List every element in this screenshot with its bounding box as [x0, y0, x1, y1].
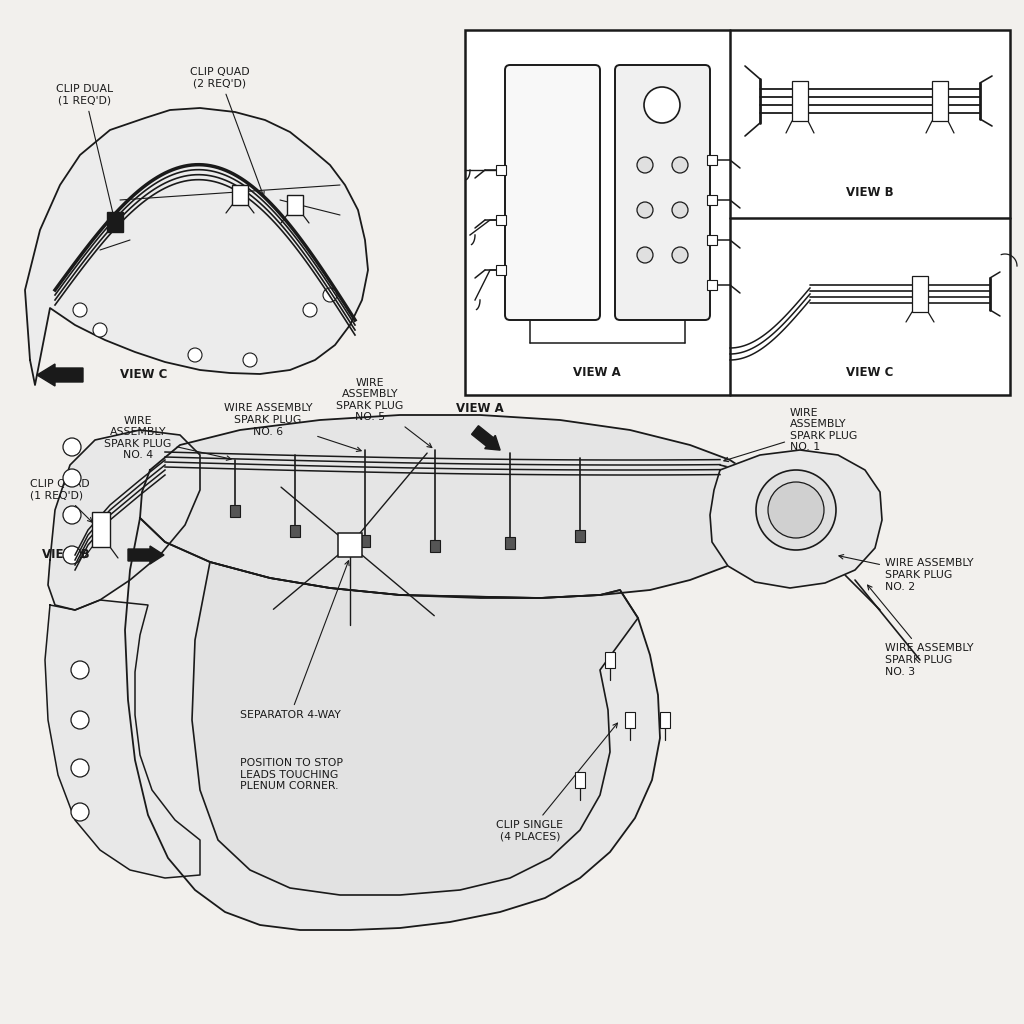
Bar [232, 185, 248, 205]
Text: VIEW A: VIEW A [456, 402, 504, 415]
Bar [290, 525, 300, 537]
Circle shape [63, 469, 81, 487]
Circle shape [672, 157, 688, 173]
Polygon shape [25, 108, 368, 385]
Text: VIEW B: VIEW B [846, 186, 894, 200]
Circle shape [71, 711, 89, 729]
Bar [287, 195, 303, 215]
Text: CLIP QUAD
(2 REQ'D): CLIP QUAD (2 REQ'D) [190, 68, 264, 197]
Circle shape [188, 348, 202, 362]
Circle shape [672, 202, 688, 218]
Bar [625, 712, 635, 728]
FancyBboxPatch shape [505, 65, 600, 319]
FancyArrow shape [472, 426, 500, 451]
Circle shape [323, 288, 337, 302]
Circle shape [637, 157, 653, 173]
Text: CLIP SINGLE
(4 PLACES): CLIP SINGLE (4 PLACES) [497, 723, 617, 842]
Polygon shape [193, 562, 638, 895]
Bar [707, 280, 717, 290]
Bar [496, 165, 506, 175]
Text: WIRE ASSEMBLY
SPARK PLUG
NO. 2: WIRE ASSEMBLY SPARK PLUG NO. 2 [839, 555, 974, 592]
Text: CLIP DUAL
(1 REQ'D): CLIP DUAL (1 REQ'D) [56, 84, 116, 218]
Circle shape [644, 87, 680, 123]
Circle shape [71, 759, 89, 777]
Circle shape [71, 662, 89, 679]
Bar [912, 276, 928, 312]
Circle shape [93, 323, 106, 337]
Polygon shape [710, 450, 882, 588]
Circle shape [756, 470, 836, 550]
Bar [505, 537, 515, 549]
Text: WIRE
ASSEMBLY
SPARK PLUG
NO. 5: WIRE ASSEMBLY SPARK PLUG NO. 5 [336, 378, 432, 447]
Circle shape [63, 546, 81, 564]
Circle shape [303, 303, 317, 317]
Bar [932, 81, 948, 121]
Text: WIRE
ASSEMBLY
SPARK PLUG
NO. 4: WIRE ASSEMBLY SPARK PLUG NO. 4 [104, 416, 231, 461]
Circle shape [63, 506, 81, 524]
FancyArrow shape [128, 546, 164, 564]
Bar [707, 155, 717, 165]
Circle shape [71, 803, 89, 821]
Text: VIEW C: VIEW C [846, 367, 894, 380]
Bar [92, 512, 110, 547]
Text: POSITION TO STOP
LEADS TOUCHING
PLENUM CORNER.: POSITION TO STOP LEADS TOUCHING PLENUM C… [240, 758, 343, 792]
Bar [605, 652, 615, 668]
Bar [496, 215, 506, 225]
Text: WIRE ASSEMBLY
SPARK PLUG
NO. 3: WIRE ASSEMBLY SPARK PLUG NO. 3 [867, 585, 974, 677]
Text: WIRE
ASSEMBLY
SPARK PLUG
NO. 1: WIRE ASSEMBLY SPARK PLUG NO. 1 [724, 408, 857, 462]
Bar [660, 712, 670, 728]
Circle shape [672, 247, 688, 263]
Bar [430, 540, 440, 552]
Text: WIRE ASSEMBLY
SPARK PLUG
NO. 6: WIRE ASSEMBLY SPARK PLUG NO. 6 [224, 403, 361, 452]
Polygon shape [45, 600, 200, 878]
Circle shape [637, 247, 653, 263]
Circle shape [73, 303, 87, 317]
Text: VIEW B: VIEW B [42, 549, 90, 561]
Polygon shape [48, 430, 200, 610]
Bar [106, 212, 123, 232]
FancyArrow shape [37, 364, 83, 386]
Bar [575, 772, 585, 788]
Bar [230, 505, 240, 517]
Circle shape [63, 438, 81, 456]
Bar [360, 535, 370, 547]
Bar [707, 195, 717, 205]
Text: CLIP QUAD
(1 REQ'D): CLIP QUAD (1 REQ'D) [30, 479, 92, 522]
Bar [496, 265, 506, 275]
Polygon shape [140, 415, 770, 598]
Circle shape [768, 482, 824, 538]
Bar [575, 530, 585, 542]
FancyBboxPatch shape [615, 65, 710, 319]
Text: VIEW A: VIEW A [573, 367, 621, 380]
Bar [338, 534, 362, 557]
Polygon shape [125, 518, 660, 930]
Text: SEPARATOR 4-WAY: SEPARATOR 4-WAY [240, 561, 349, 720]
Circle shape [637, 202, 653, 218]
Text: VIEW C: VIEW C [120, 369, 167, 382]
Bar [792, 81, 808, 121]
Bar [707, 234, 717, 245]
Circle shape [243, 353, 257, 367]
Bar [465, 30, 1010, 395]
